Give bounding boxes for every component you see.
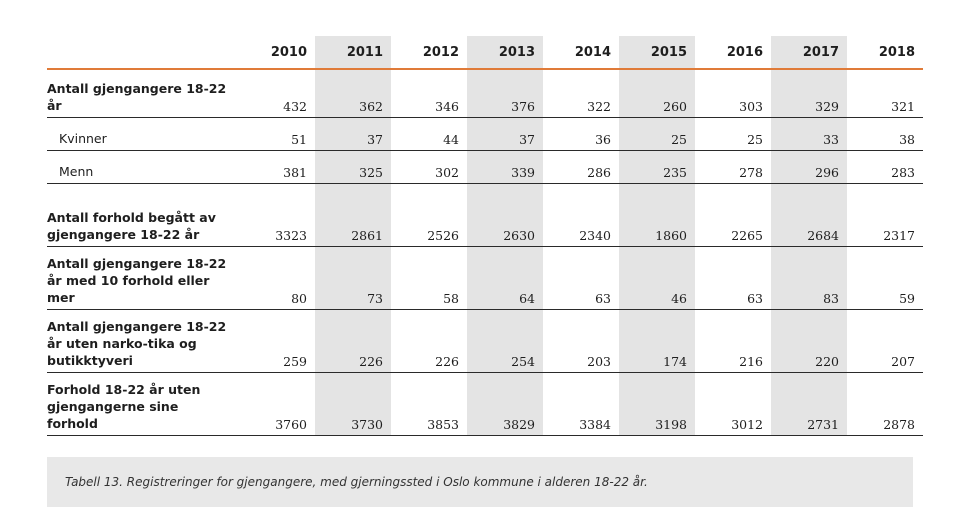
- value-cell: 259: [230, 309, 315, 373]
- value-cell: 325: [315, 150, 391, 184]
- year-header: 2010: [230, 36, 315, 70]
- row-label: Forhold 18-22 år uten gjengangerne sine …: [47, 372, 230, 436]
- value-cell: 80: [230, 246, 315, 310]
- year-header: 2016: [695, 36, 771, 70]
- year-header: 2012: [391, 36, 467, 70]
- year-header: 2018: [847, 36, 923, 70]
- value-cell: 2317: [847, 183, 923, 247]
- table-row: Menn 381 325 302 339 286 235 278 296 283: [47, 150, 923, 184]
- value-cell: 226: [391, 309, 467, 373]
- table-row: Antall gjengangere 18-22 år uten narko-t…: [47, 309, 923, 373]
- value-cell: 3730: [315, 372, 391, 436]
- value-cell: 254: [467, 309, 543, 373]
- value-cell: 2731: [771, 372, 847, 436]
- value-cell: 2526: [391, 183, 467, 247]
- year-header: 2014: [543, 36, 619, 70]
- value-cell: 303: [695, 69, 771, 118]
- value-cell: 260: [619, 69, 695, 118]
- table-caption: Tabell 13. Registreringer for gjenganger…: [65, 475, 648, 489]
- year-header: 2017: [771, 36, 847, 70]
- value-cell: 3384: [543, 372, 619, 436]
- value-cell: 2630: [467, 183, 543, 247]
- value-cell: 37: [467, 117, 543, 151]
- value-cell: 63: [543, 246, 619, 310]
- value-cell: 38: [847, 117, 923, 151]
- statistics-table: 2010 2011 2012 2013 2014 2015 2016 2017 …: [47, 36, 923, 436]
- value-cell: 381: [230, 150, 315, 184]
- value-cell: 3012: [695, 372, 771, 436]
- value-cell: 44: [391, 117, 467, 151]
- value-cell: 226: [315, 309, 391, 373]
- value-cell: 286: [543, 150, 619, 184]
- value-cell: 64: [467, 246, 543, 310]
- value-cell: 207: [847, 309, 923, 373]
- row-label: Antall forhold begått av gjengangere 18-…: [47, 183, 230, 247]
- row-label: Antall gjengangere 18-22 år uten narko-t…: [47, 309, 230, 373]
- value-cell: 321: [847, 69, 923, 118]
- year-header: 2011: [315, 36, 391, 70]
- value-cell: 46: [619, 246, 695, 310]
- value-cell: 220: [771, 309, 847, 373]
- value-cell: 278: [695, 150, 771, 184]
- value-cell: 3853: [391, 372, 467, 436]
- value-cell: 2878: [847, 372, 923, 436]
- value-cell: 203: [543, 309, 619, 373]
- row-label: Antall gjengangere 18-22 år med 10 forho…: [47, 246, 230, 310]
- table-row: Antall gjengangere 18-22 år med 10 forho…: [47, 246, 923, 310]
- value-cell: 83: [771, 246, 847, 310]
- value-cell: 51: [230, 117, 315, 151]
- value-cell: 2684: [771, 183, 847, 247]
- value-cell: 329: [771, 69, 847, 118]
- table-row: Antall gjengangere 18-22 år 432 362 346 376 3…: [47, 69, 923, 118]
- value-cell: 339: [467, 150, 543, 184]
- year-header: 2013: [467, 36, 543, 70]
- year-header: 2015: [619, 36, 695, 70]
- value-cell: 432: [230, 69, 315, 118]
- value-cell: 3323: [230, 183, 315, 247]
- value-cell: 216: [695, 309, 771, 373]
- value-cell: 2265: [695, 183, 771, 247]
- value-cell: 3829: [467, 372, 543, 436]
- value-cell: 3198: [619, 372, 695, 436]
- value-cell: 302: [391, 150, 467, 184]
- value-cell: 174: [619, 309, 695, 373]
- row-label: Antall gjengangere 18-22 år: [47, 69, 230, 118]
- value-cell: 362: [315, 69, 391, 118]
- value-cell: 63: [695, 246, 771, 310]
- table-caption-box: Tabell 13. Registreringer for gjenganger…: [47, 457, 913, 507]
- header-row: 2010 2011 2012 2013 2014 2015 2016 2017 …: [47, 36, 923, 70]
- value-cell: 58: [391, 246, 467, 310]
- value-cell: 33: [771, 117, 847, 151]
- value-cell: 1860: [619, 183, 695, 247]
- value-cell: 2340: [543, 183, 619, 247]
- table-row: Antall forhold begått av gjengangere 18-…: [47, 183, 923, 247]
- value-cell: 322: [543, 69, 619, 118]
- value-cell: 376: [467, 69, 543, 118]
- value-cell: 296: [771, 150, 847, 184]
- table-row: Kvinner 51 37 44 37 36 25 25 33 38: [47, 117, 923, 151]
- row-label: Menn: [47, 150, 230, 184]
- data-table-container: 2010 2011 2012 2013 2014 2015 2016 2017 …: [47, 36, 923, 436]
- value-cell: 3760: [230, 372, 315, 436]
- table-row: Forhold 18-22 år uten gjengangerne sine …: [47, 372, 923, 436]
- value-cell: 25: [695, 117, 771, 151]
- value-cell: 36: [543, 117, 619, 151]
- value-cell: 346: [391, 69, 467, 118]
- header-label-cell: [47, 36, 230, 70]
- value-cell: 235: [619, 150, 695, 184]
- value-cell: 73: [315, 246, 391, 310]
- value-cell: 283: [847, 150, 923, 184]
- value-cell: 2861: [315, 183, 391, 247]
- value-cell: 25: [619, 117, 695, 151]
- row-label: Kvinner: [47, 117, 230, 151]
- value-cell: 59: [847, 246, 923, 310]
- value-cell: 37: [315, 117, 391, 151]
